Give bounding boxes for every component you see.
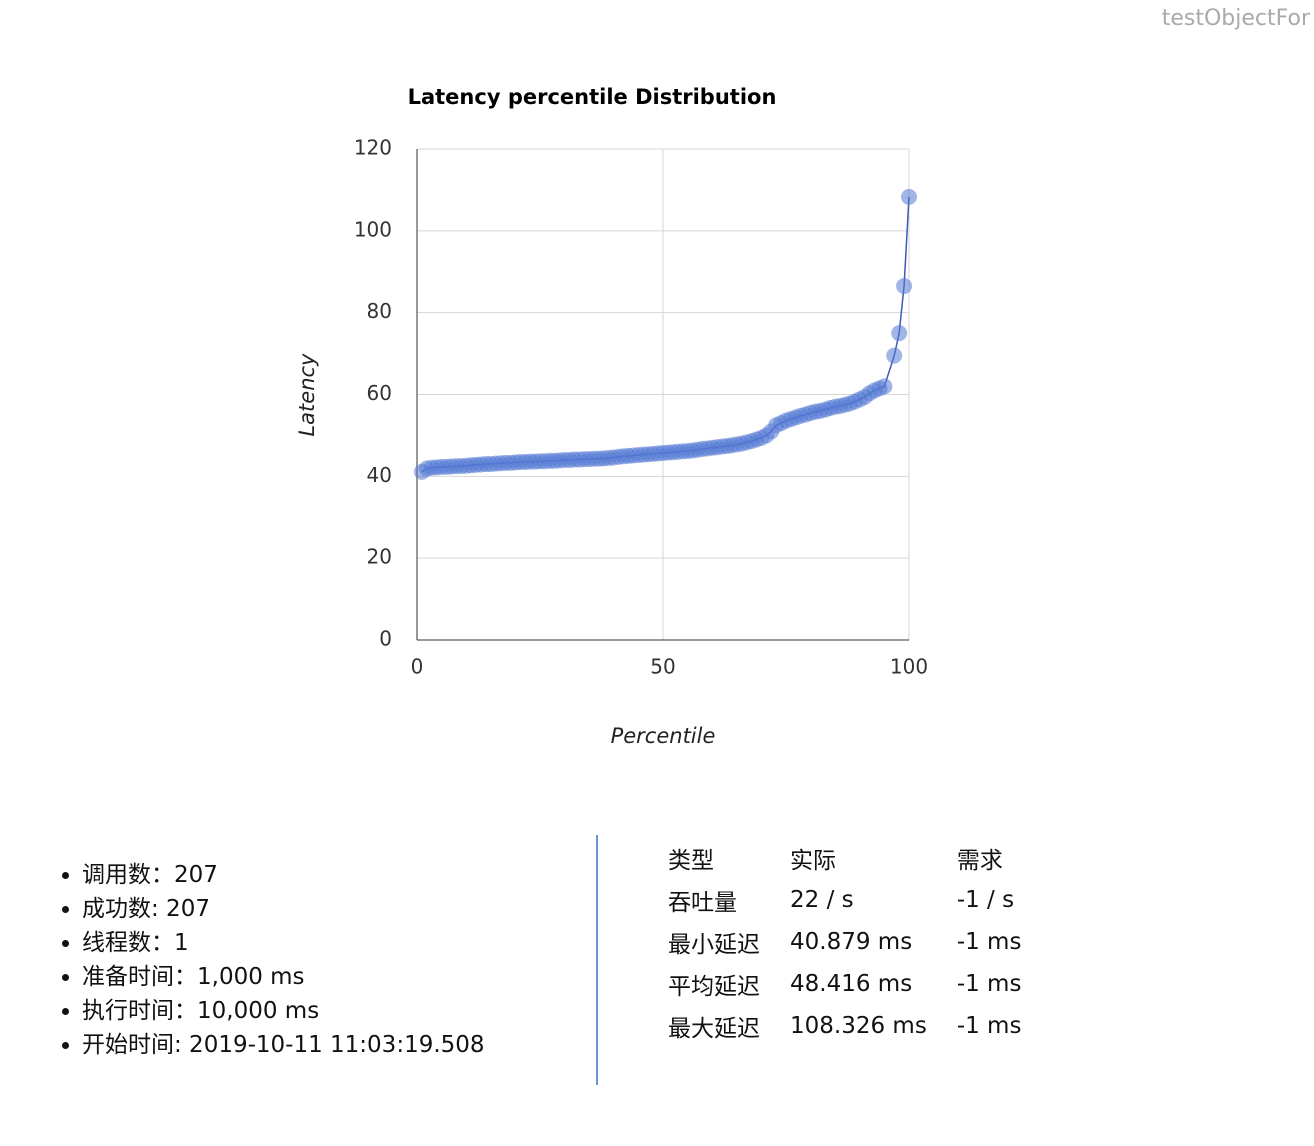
summary-list: 调用数：207成功数: 207线程数：1准备时间：1,000 ms执行时间：10…	[50, 858, 485, 1062]
chart-title: Latency percentile Distribution	[408, 85, 777, 109]
x-tick-label: 50	[650, 655, 675, 679]
table-cell: -1 ms	[956, 971, 1022, 997]
table-header: 类型 实际 需求	[662, 837, 1045, 879]
point	[876, 378, 893, 395]
y-tick-label: 40	[367, 463, 392, 487]
point	[896, 278, 913, 295]
stats-table: 类型 实际 需求 吞吐量 22 / s -1 / s 最小延迟 40.879 ms -1 ms 平…	[662, 837, 1045, 1047]
table-cell: 108.326 ms	[790, 1013, 927, 1039]
y-tick-label: 80	[367, 299, 392, 323]
summary-item: 成功数: 207	[82, 892, 485, 926]
point	[891, 325, 908, 342]
table-cell: 最小延迟	[668, 932, 760, 958]
table-cell: 吞吐量	[668, 890, 737, 916]
y-tick-label: 20	[367, 545, 392, 569]
table-cell: 平均延迟	[668, 974, 760, 1000]
x-tick-label: 100	[890, 655, 928, 679]
summary-item: 准备时间：1,000 ms	[82, 960, 485, 994]
table-cell: 实际	[790, 848, 836, 874]
table-cell: 类型	[668, 848, 714, 874]
table-cell: -1 ms	[956, 929, 1022, 955]
y-tick-label: 100	[354, 217, 392, 241]
summary-item: 线程数：1	[82, 926, 485, 960]
summary-item: 执行时间：10,000 ms	[82, 994, 485, 1028]
y-tick-label: 60	[367, 381, 392, 405]
table-cell: 最大延迟	[668, 1016, 760, 1042]
table-row: 最小延迟 40.879 ms -1 ms	[662, 921, 1045, 963]
table-cell: 40.879 ms	[790, 929, 913, 955]
line	[421, 196, 910, 473]
x-axis-label: Percentile	[611, 724, 716, 748]
table-cell: 22 / s	[790, 887, 854, 913]
point	[886, 347, 903, 364]
chart: Latency percentile Distribution Percenti…	[295, 85, 928, 748]
table-cell: 需求	[956, 848, 1003, 874]
table-row: 最大延迟 108.326 ms -1 ms	[662, 1005, 1045, 1047]
divider	[596, 835, 598, 1085]
y-axis-label: Latency	[295, 353, 319, 437]
page-title: testObjectFor	[1161, 6, 1310, 31]
table-cell: -1 / s	[956, 887, 1015, 913]
table-row: 平均延迟 48.416 ms -1 ms	[662, 963, 1045, 1005]
table-cell: -1 ms	[956, 1013, 1022, 1039]
table-cell: 48.416 ms	[790, 971, 913, 997]
summary-item: 调用数：207	[82, 858, 485, 892]
x-tick-label: 0	[411, 655, 424, 679]
summary-item: 开始时间: 2019-10-11 11:03:19.508	[82, 1028, 485, 1062]
point	[901, 188, 917, 205]
y-tick-label: 120	[354, 136, 392, 160]
table-row: 吞吐量 22 / s -1 / s	[662, 879, 1045, 921]
y-tick-label: 0	[379, 627, 392, 651]
